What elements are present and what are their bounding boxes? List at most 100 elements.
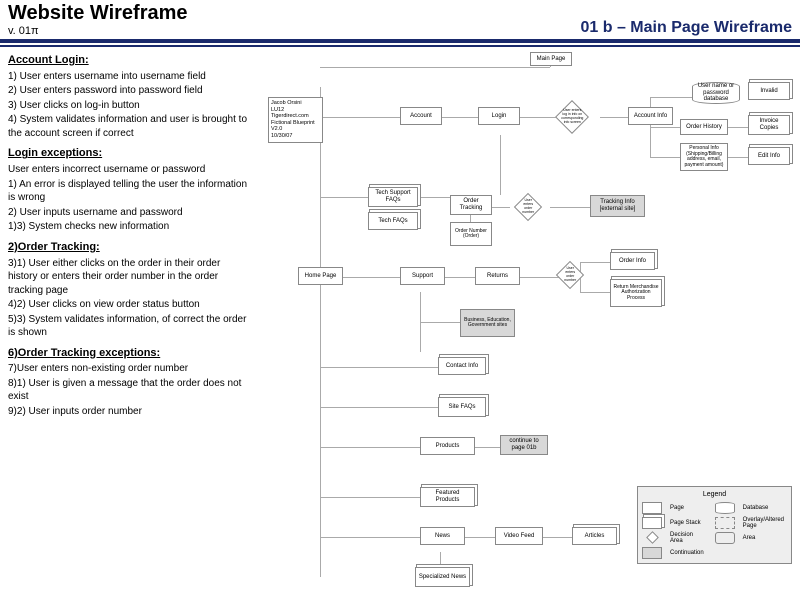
doc-title: Website Wireframe <box>8 2 188 25</box>
node-news: News <box>420 527 465 545</box>
node-edit-info: Edit Info <box>748 147 790 165</box>
connector <box>518 117 558 118</box>
header: Website Wireframe v. 01π 01 b – Main Pag… <box>0 0 800 43</box>
legend-label: Overlay/Altered Page <box>743 517 787 529</box>
node-articles: Articles <box>572 527 617 545</box>
text-line: 4) System validates information and user… <box>8 113 252 140</box>
text-line: 8)1) User is given a message that the or… <box>8 377 252 404</box>
node-order-number: Order Number (Order) <box>450 222 492 246</box>
node-video-feed: Video Feed <box>495 527 543 545</box>
header-left: Website Wireframe v. 01π <box>8 2 188 37</box>
node-login: Login <box>478 107 520 125</box>
connector <box>320 367 440 368</box>
legend-sym-page <box>642 502 662 514</box>
legend-sym-continuation <box>642 547 662 559</box>
node-invalid: Invalid <box>748 82 790 100</box>
legend-sym-db <box>715 502 735 514</box>
sidebar: Account Login: 1) User enters username i… <box>0 47 260 599</box>
node-home-page: Home Page <box>298 267 343 285</box>
text-line: 3) User clicks on log-in button <box>8 99 252 113</box>
legend-sym-area <box>715 532 735 544</box>
node-username-db: User name or password database <box>692 82 740 104</box>
node-products: Products <box>420 437 475 455</box>
legend-sym-stack <box>642 517 662 529</box>
section-heading: Account Login: <box>8 53 252 68</box>
section-heading: 2)Order Tracking: <box>8 240 252 255</box>
node-order-tracking: Order Tracking <box>450 195 492 215</box>
connector <box>420 322 460 323</box>
connector <box>580 292 610 293</box>
connector <box>600 117 630 118</box>
connector <box>542 537 572 538</box>
connector <box>445 277 475 278</box>
connector <box>320 407 440 408</box>
legend-label: Continuation <box>670 550 707 556</box>
connector <box>320 117 400 118</box>
connector <box>320 477 321 577</box>
legend-sym-overlay <box>715 517 735 529</box>
node-main-page: Main Page <box>530 52 572 66</box>
text-line: 1) An error is displayed telling the use… <box>8 178 252 205</box>
connector <box>320 67 550 68</box>
legend: Legend Page Database Page Stack Overlay/… <box>637 486 792 564</box>
connector <box>440 117 480 118</box>
node-order-history: Order History <box>680 119 728 135</box>
node-support: Support <box>400 267 445 285</box>
node-featured-products: Featured Products <box>420 487 475 507</box>
connector <box>650 157 680 158</box>
text-line: 5)3) System validates information, of co… <box>8 313 252 340</box>
connector <box>728 157 748 158</box>
node-business-education: Business, Education, Government sites <box>460 309 515 337</box>
connector <box>520 277 560 278</box>
text-line: 1) User enters username into username fi… <box>8 70 252 84</box>
node-personal-info: Personal Info (Shipping/Billing address,… <box>680 143 728 171</box>
connector <box>650 97 695 98</box>
page-title: 01 b – Main Page Wireframe <box>581 19 793 37</box>
legend-sym-decision <box>642 532 662 544</box>
text-line: 2) User inputs username and password <box>8 206 252 220</box>
node-continue-to: continue to page 01b <box>500 435 548 455</box>
connector <box>500 135 501 195</box>
connector <box>465 537 495 538</box>
content: Account Login: 1) User enters username i… <box>0 47 800 599</box>
node-specialized-news: Specialized News <box>415 567 470 587</box>
legend-label: Decision Area <box>670 532 707 544</box>
text-line: 9)2) User inputs order number <box>8 405 252 419</box>
legend-title: Legend <box>642 491 787 498</box>
info-text: Jacob Orsini LU12 Tigerdirect.com Fictio… <box>271 100 315 139</box>
text-line: User enters incorrect username or passwo… <box>8 163 252 177</box>
legend-label: Area <box>743 535 787 541</box>
text-line: 7)User enters non-existing order number <box>8 362 252 376</box>
section-heading: Login exceptions: <box>8 146 252 161</box>
node-account-info: Account Info <box>628 107 673 125</box>
node-contact-info: Contact Info <box>438 357 486 375</box>
legend-label: Page Stack <box>670 520 707 526</box>
node-decision-order: User enters order number <box>514 193 542 221</box>
connector <box>420 197 450 198</box>
connector <box>320 537 420 538</box>
node-decision-login: User enters log in info on corresponding… <box>555 100 589 134</box>
connector <box>550 207 590 208</box>
text-line: 1)3) System checks new information <box>8 220 252 234</box>
node-returns: Returns <box>475 267 520 285</box>
node-tracking-info: Tracking Info [external site] <box>590 195 645 217</box>
doc-version: v. 01π <box>8 25 188 37</box>
connector <box>320 197 370 198</box>
connector <box>475 447 500 448</box>
legend-grid: Page Database Page Stack Overlay/Altered… <box>642 502 787 559</box>
section-heading: 6)Order Tracking exceptions: <box>8 346 252 361</box>
node-site-faqs: Site FAQs <box>438 397 486 417</box>
text-line: 4)2) User clicks on view order status bu… <box>8 298 252 312</box>
node-invoice-copies: Invoice Copies <box>748 115 790 135</box>
node-order-info: Order Info <box>610 252 655 270</box>
text-line: 3)1) User either clicks on the order in … <box>8 257 252 298</box>
info-block: Jacob Orsini LU12 Tigerdirect.com Fictio… <box>268 97 323 143</box>
node-account: Account <box>400 107 442 125</box>
connector <box>320 497 420 498</box>
legend-label: Page <box>670 505 707 511</box>
node-tech-support-faqs: Tech Support FAQs <box>368 187 418 207</box>
connector <box>650 127 680 128</box>
connector <box>320 447 420 448</box>
connector <box>728 127 748 128</box>
legend-label: Database <box>743 505 787 511</box>
